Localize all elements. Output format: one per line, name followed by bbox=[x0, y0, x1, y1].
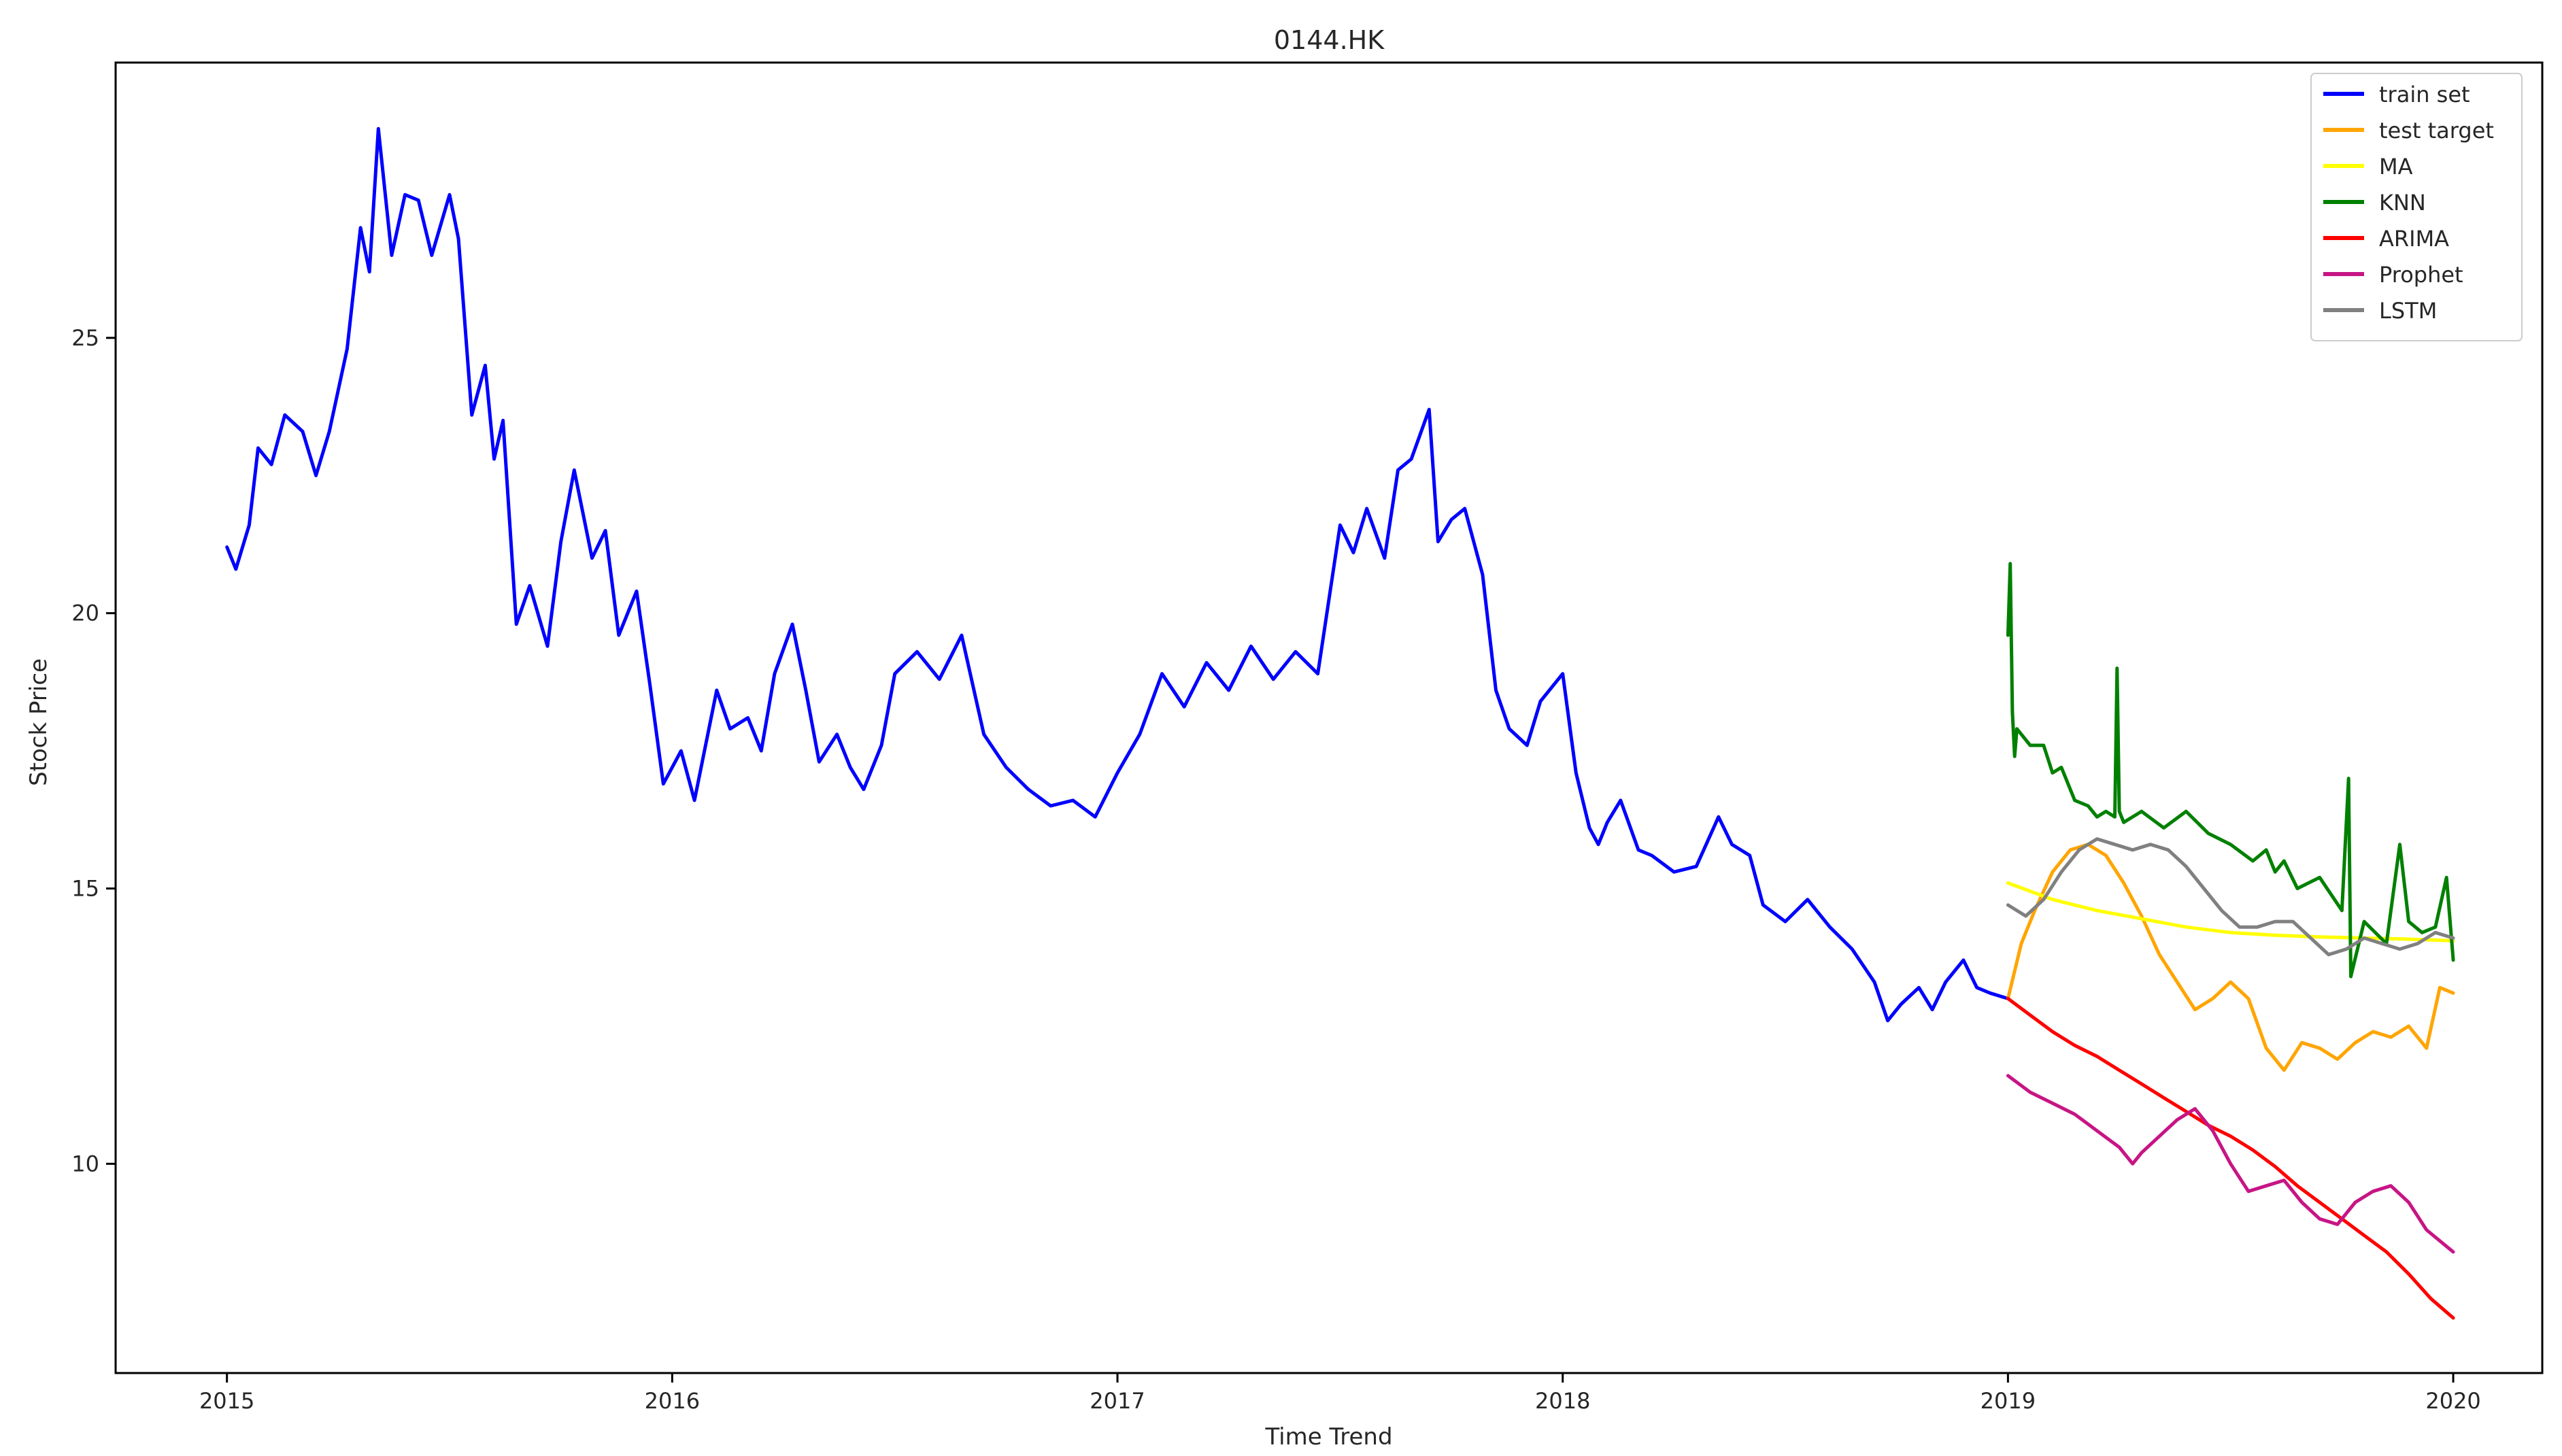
y-tick-label: 25 bbox=[71, 325, 99, 351]
series-line-arima bbox=[2006, 996, 2455, 1320]
legend-label: train set bbox=[2379, 82, 2470, 107]
series-layer bbox=[225, 126, 2455, 1320]
legend-label: Prophet bbox=[2379, 262, 2463, 288]
y-tick-label: 20 bbox=[71, 600, 99, 626]
legend-label: ARIMA bbox=[2379, 226, 2449, 252]
x-tick-label: 2018 bbox=[1535, 1388, 1590, 1414]
x-axis: 2015 2016 2017 2018 2019 2020 bbox=[199, 1373, 2481, 1414]
y-axis: 10 15 20 25 bbox=[71, 325, 116, 1176]
y-tick-label: 10 bbox=[71, 1151, 99, 1176]
legend: train set test target MA KNN ARIMA Prophet LST… bbox=[2310, 73, 2523, 341]
x-tick-label: 2015 bbox=[199, 1388, 254, 1414]
x-tick-label: 2020 bbox=[2425, 1388, 2480, 1414]
series-line-knn bbox=[2006, 562, 2455, 979]
series-line-train-set bbox=[225, 126, 2010, 1023]
plot-frame bbox=[114, 61, 2544, 1374]
x-tick-label: 2016 bbox=[645, 1388, 700, 1414]
chart-title: 0144.HK bbox=[1274, 25, 1385, 55]
legend-label: KNN bbox=[2379, 190, 2426, 216]
series-line-lstm bbox=[2006, 837, 2455, 957]
x-axis-label: Time Trend bbox=[1264, 1423, 1392, 1451]
y-tick-label: 15 bbox=[71, 875, 99, 901]
legend-label: MA bbox=[2379, 154, 2413, 180]
series-line-test-target bbox=[2006, 843, 2455, 1072]
legend-label: test target bbox=[2379, 118, 2494, 143]
x-tick-label: 2019 bbox=[1981, 1388, 2036, 1414]
y-axis-label: Stock Price bbox=[25, 658, 52, 786]
x-tick-label: 2017 bbox=[1090, 1388, 1145, 1414]
series-line-prophet bbox=[2006, 1074, 2455, 1254]
legend-label: LSTM bbox=[2379, 298, 2437, 324]
